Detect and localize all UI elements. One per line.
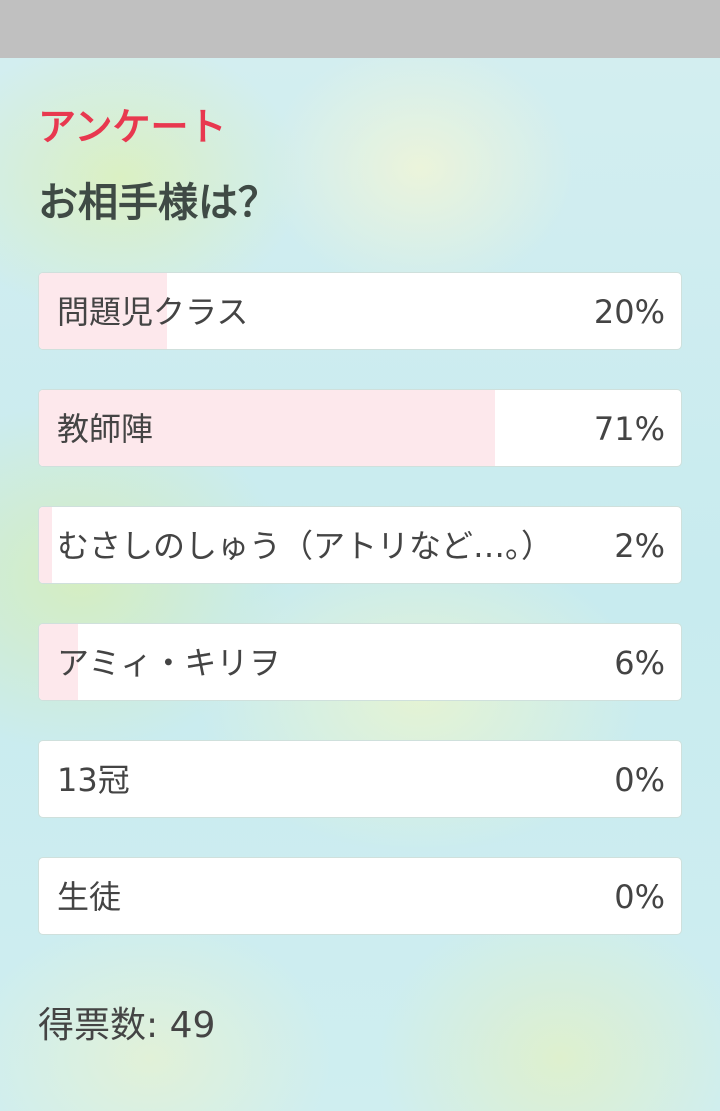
option-percent: 20%	[593, 293, 665, 331]
status-bar	[0, 0, 720, 58]
option-label: 問題児クラス	[57, 293, 249, 331]
option-percent: 71%	[593, 410, 665, 448]
poll-option[interactable]: 教師陣 71%	[38, 389, 682, 467]
vote-count: 得票数: 49	[38, 1005, 216, 1046]
background-image	[0, 58, 720, 1111]
option-percent: 6%	[614, 644, 665, 682]
result-bar	[39, 507, 52, 583]
result-bar	[39, 273, 168, 349]
poll-question: お相手様は？	[38, 180, 278, 226]
poll-option[interactable]: アミィ・キリヲ 6%	[38, 623, 682, 701]
poll-option[interactable]: むさしのしゅう（アトリなど…。） 2%	[38, 506, 682, 584]
option-label: アミィ・キリヲ	[57, 644, 281, 682]
poll-option[interactable]: 問題児クラス 20%	[38, 272, 682, 350]
poll-option[interactable]: 13冠 0%	[38, 740, 682, 818]
option-percent: 0%	[614, 878, 665, 916]
option-label: むさしのしゅう（アトリなど…。）	[57, 527, 554, 565]
poll-option[interactable]: 生徒 0%	[38, 857, 682, 935]
option-label: 生徒	[57, 878, 122, 916]
option-percent: 2%	[614, 527, 665, 565]
result-bar	[39, 390, 495, 466]
poll-kicker: アンケート	[38, 105, 227, 149]
option-percent: 0%	[614, 761, 665, 799]
result-bar	[39, 624, 78, 700]
option-label: 13冠	[57, 761, 130, 799]
option-label: 教師陣	[57, 410, 154, 448]
